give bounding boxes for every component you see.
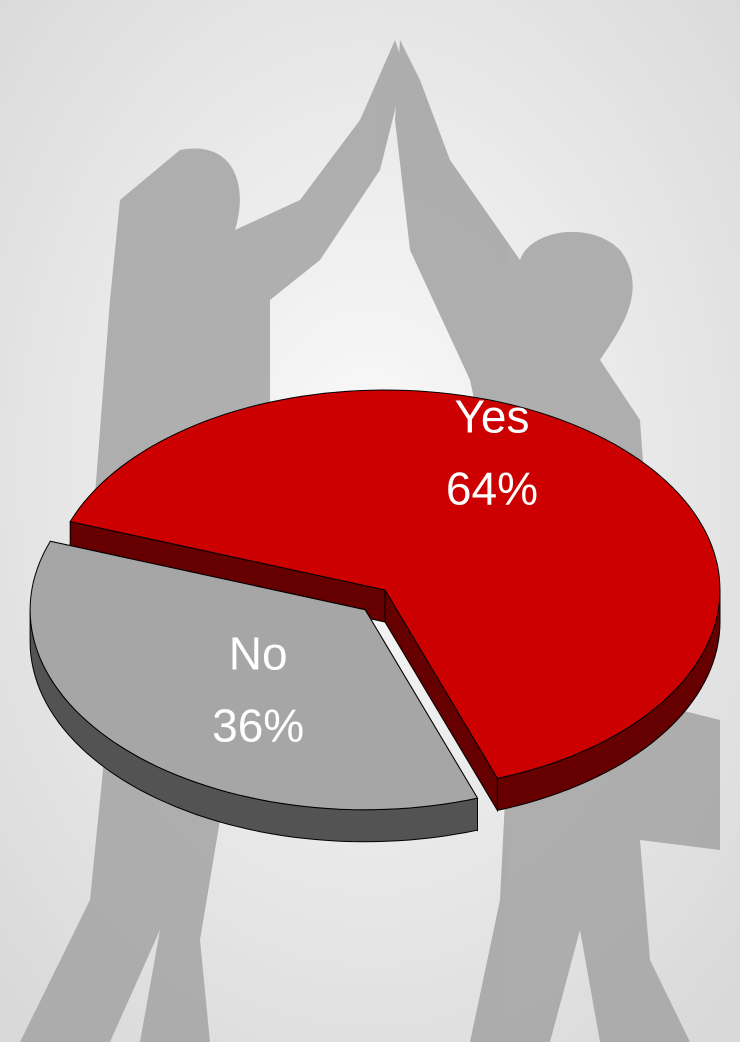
slice [69, 389, 721, 779]
slice-value-label: 64% [446, 463, 538, 515]
slice-category-label: No [229, 627, 288, 679]
slice [29, 540, 479, 811]
slice-value-label: 36% [212, 699, 304, 751]
slice-category-label: Yes [454, 391, 529, 443]
